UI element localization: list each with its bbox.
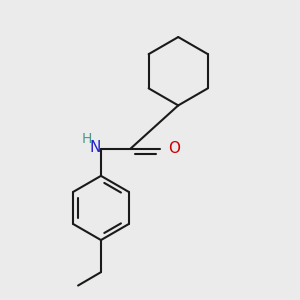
Text: N: N bbox=[90, 140, 101, 155]
Text: O: O bbox=[168, 141, 180, 156]
Text: H: H bbox=[82, 132, 92, 146]
